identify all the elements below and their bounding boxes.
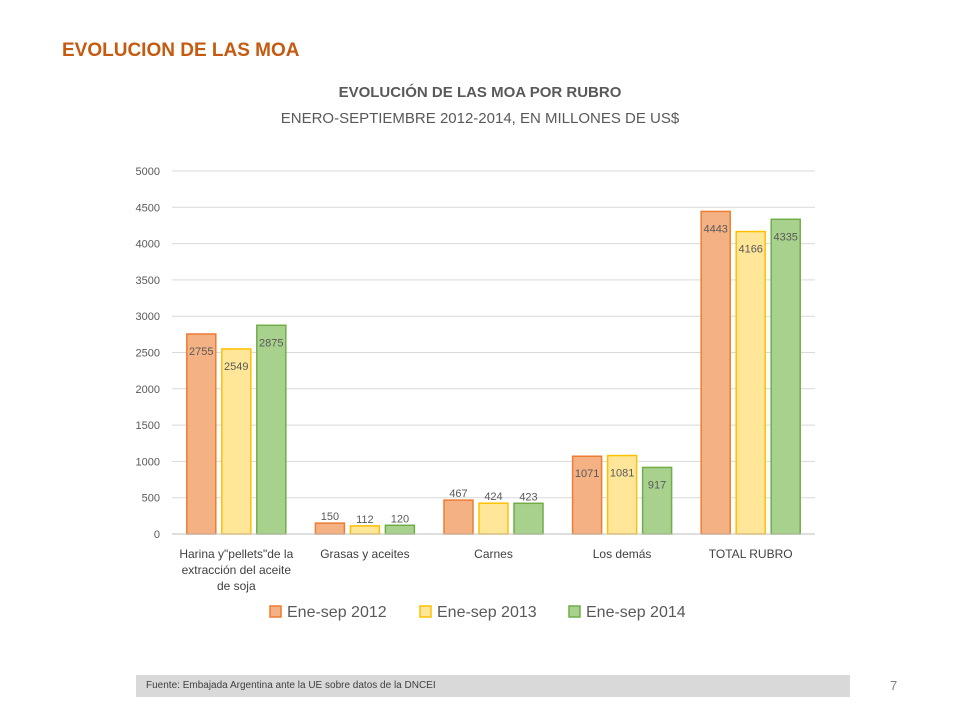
y-tick-label: 5000 <box>136 166 160 178</box>
y-tick-label: 2500 <box>136 348 160 360</box>
legend-swatch <box>568 605 581 618</box>
bar <box>513 502 544 535</box>
data-label: 2549 <box>224 361 248 373</box>
page-number: 7 <box>890 678 898 693</box>
data-label: 423 <box>519 491 537 503</box>
data-label: 2755 <box>189 346 213 358</box>
y-tick-label: 3000 <box>136 311 160 323</box>
category-label: Los demás <box>593 547 652 561</box>
data-label: 1071 <box>575 468 599 480</box>
legend-label: Ene-sep 2012 <box>287 604 387 621</box>
category-label: TOTAL RUBRO <box>709 547 793 561</box>
bar <box>186 333 217 535</box>
legend-label: Ene-sep 2014 <box>586 604 686 621</box>
category-label: Carnes <box>474 547 513 561</box>
data-label: 150 <box>321 511 339 523</box>
category-label: Harina y"pellets"de la <box>179 547 293 561</box>
bar <box>349 525 381 535</box>
data-label: 2875 <box>259 337 283 349</box>
slide-title: EVOLUCION DE LAS MOA <box>62 40 300 61</box>
data-label: 1081 <box>610 468 634 480</box>
category-label: Grasas y aceites <box>320 547 409 561</box>
bar <box>384 524 416 535</box>
legend-label: Ene-sep 2013 <box>437 604 537 621</box>
data-label: 917 <box>648 479 666 491</box>
source-note: Fuente: Embajada Argentina ante la UE so… <box>146 680 436 691</box>
category-label: extracción del aceite <box>182 563 292 577</box>
bar <box>221 348 252 535</box>
bar <box>443 499 474 535</box>
bar <box>700 210 731 535</box>
category-label: de soja <box>217 579 256 593</box>
data-label: 4335 <box>773 231 797 243</box>
y-tick-label: 0 <box>154 529 160 541</box>
y-tick-label: 3500 <box>136 275 160 287</box>
data-label: 467 <box>449 488 467 500</box>
legend-swatch <box>269 605 282 618</box>
chart-subtitle: ENERO-SEPTIEMBRE 2012-2014, EN MILLONES … <box>280 110 680 127</box>
legend-swatch <box>419 605 432 618</box>
y-tick-label: 1000 <box>136 456 160 468</box>
data-label: 4166 <box>738 244 762 256</box>
chart-title: EVOLUCIÓN DE LAS MOA POR RUBRO <box>338 84 622 101</box>
data-label: 4443 <box>703 223 727 235</box>
bar <box>478 502 509 535</box>
y-tick-label: 1500 <box>136 420 160 432</box>
bar <box>770 218 801 535</box>
y-tick-label: 2000 <box>136 384 160 396</box>
bar <box>641 466 673 535</box>
y-tick-label: 500 <box>142 493 160 505</box>
data-label: 424 <box>484 491 502 503</box>
bar <box>735 230 766 535</box>
footer-bar: Fuente: Embajada Argentina ante la UE so… <box>136 675 850 697</box>
y-tick-label: 4500 <box>136 202 160 214</box>
data-label: 120 <box>391 513 409 525</box>
y-tick-label: 4000 <box>136 239 160 251</box>
bar <box>256 324 287 535</box>
bar <box>314 522 346 535</box>
data-label: 112 <box>356 514 374 526</box>
